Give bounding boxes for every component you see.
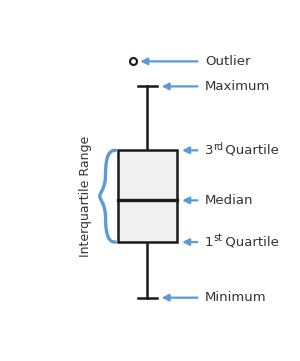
Text: Minimum: Minimum	[205, 291, 266, 304]
Text: st: st	[213, 234, 222, 243]
Text: 3: 3	[205, 144, 213, 157]
Text: Quartile: Quartile	[221, 144, 279, 157]
Text: Interquartile Range: Interquartile Range	[79, 136, 92, 257]
Text: Median: Median	[205, 194, 254, 207]
Text: Outlier: Outlier	[205, 55, 250, 68]
Bar	[118, 150, 177, 242]
Text: 1: 1	[205, 236, 213, 249]
Text: Quartile: Quartile	[221, 236, 279, 249]
Text: Maximum: Maximum	[205, 80, 270, 93]
Text: rd: rd	[213, 142, 223, 152]
